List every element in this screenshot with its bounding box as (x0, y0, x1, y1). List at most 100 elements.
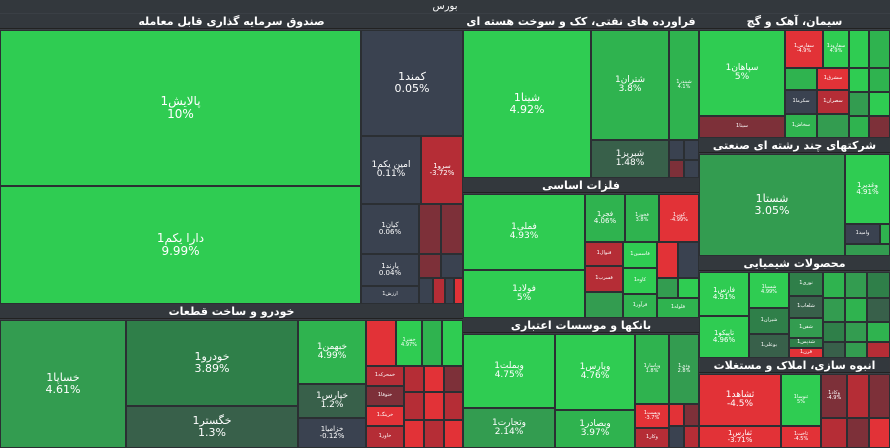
tile-khodro[interactable]: خودرو1 3.89% (126, 320, 298, 406)
tile-auto-h[interactable] (424, 392, 444, 420)
tile-khegostar[interactable]: خگستر1 1.3% (126, 406, 298, 448)
tile-auto-a[interactable] (366, 320, 396, 366)
tile-sefars[interactable]: سفارس1 -4.9% (785, 30, 823, 68)
tile-ch-a[interactable] (823, 272, 845, 298)
tile-mul-a[interactable] (880, 224, 890, 244)
tile-vaghadir[interactable]: وغدیر1 4.91% (845, 154, 890, 224)
tile-est-e[interactable] (869, 418, 890, 448)
tile-arzesh[interactable]: ارزش1 (361, 286, 419, 304)
tile-khetoka[interactable]: ختوقا1 (366, 386, 404, 406)
tile-auto-j[interactable] (404, 420, 424, 448)
tile-fund-a[interactable] (419, 204, 441, 254)
tile-ref-d[interactable] (684, 160, 699, 178)
tile-thfars[interactable]: ثفارس1 -3.71% (699, 426, 781, 448)
tile-est-c[interactable] (821, 418, 847, 448)
tile-sepahan[interactable]: سپاهان1 5% (699, 30, 785, 116)
tile-cem-a[interactable] (849, 30, 869, 68)
tile-fameli[interactable]: فملی1 4.93% (463, 194, 585, 270)
tile-shasita[interactable]: شسپا1 4.99% (749, 272, 789, 308)
tile-shebriz[interactable]: شبریز1 1.48% (591, 140, 669, 178)
tile-vakade[interactable]: وکاد1 -4.9% (821, 374, 847, 418)
tile-felovle[interactable]: فلوله1 (657, 298, 699, 318)
tile-vatejarat[interactable]: وتجارت1 2.14% (463, 408, 555, 448)
tile-palaysh[interactable]: پالایش1 10% (0, 30, 361, 186)
tile-auto-d[interactable] (404, 366, 424, 392)
tile-cem-f[interactable] (869, 68, 890, 92)
tile-cem-d[interactable] (817, 114, 849, 138)
tile-boali[interactable]: بوعلی1 (749, 334, 789, 358)
tile-sefarood[interactable]: سفارود1 4.9% (823, 30, 849, 68)
tile-cem-c[interactable] (785, 68, 817, 90)
tile-faran[interactable]: فرن1 (789, 348, 823, 358)
tile-kavir[interactable]: کویر1 -4.99% (659, 194, 699, 242)
tile-shebandar[interactable]: شبندر1 4.1% (669, 30, 699, 140)
tile-kave[interactable]: کاوه1 (623, 268, 657, 294)
tile-sesaran[interactable]: سصران1 (817, 90, 849, 114)
tile-cem-i[interactable] (849, 116, 869, 138)
tile-cem-j[interactable] (869, 116, 890, 138)
tile-fund-e[interactable] (419, 278, 433, 304)
tile-ch-i[interactable] (867, 322, 890, 342)
tile-fund-c[interactable] (419, 254, 441, 278)
tile-foulad[interactable]: فولاد1 5% (463, 270, 585, 318)
tile-met-c[interactable] (678, 242, 699, 278)
tile-khazamia[interactable]: خزامیا1 -0.12% (298, 418, 366, 448)
tile-bank-b[interactable] (684, 404, 699, 426)
tile-fajr[interactable]: فجر1 4.06% (585, 194, 625, 242)
tile-vabsader[interactable]: وبصادر1 3.97% (555, 410, 635, 448)
tile-fund-d[interactable] (441, 254, 463, 278)
tile-fenval[interactable]: فنوال1 (585, 242, 623, 266)
tile-aminykom[interactable]: امین یکم1 0.11% (361, 136, 421, 204)
tile-khepars[interactable]: خپارس1 1.2% (298, 384, 366, 418)
tile-kheb[interactable]: خبهمن1 4.99% (298, 320, 366, 384)
tile-tapiko[interactable]: تاپیکو1 4.96% (699, 316, 749, 358)
tile-ch-f[interactable] (867, 298, 890, 322)
tile-vapars[interactable]: وپارس1 4.76% (555, 334, 635, 410)
tile-shadpas[interactable]: شدپس1 (789, 338, 823, 348)
tile-ref-b[interactable] (684, 140, 699, 160)
tile-auto-l[interactable] (444, 420, 463, 448)
tile-thnosa[interactable]: ثنوسا1 5% (781, 374, 821, 426)
tile-auto-k[interactable] (424, 420, 444, 448)
tile-serow[interactable]: سرو1 -3.72% (421, 136, 463, 204)
tile-cem-g[interactable] (849, 92, 869, 116)
tile-ch-l[interactable] (867, 342, 890, 358)
tile-ch-g[interactable] (823, 322, 845, 342)
tile-cem-h[interactable] (869, 92, 890, 116)
tile-auto-e[interactable] (424, 366, 444, 392)
tile-ch-h[interactable] (845, 322, 867, 342)
tile-seita[interactable]: سیتا1 (699, 116, 785, 138)
tile-fasmin[interactable]: فاسمین1 (623, 242, 657, 268)
tile-sekhash[interactable]: سخاش1 (785, 114, 817, 138)
tile-auto-b[interactable] (422, 320, 442, 366)
tile-shina[interactable]: شینا1 4.92% (463, 30, 591, 178)
tile-ch-k[interactable] (845, 342, 867, 358)
tile-vapost[interactable]: وپست1 -3.7% (635, 404, 669, 428)
tile-ch-b[interactable] (845, 272, 867, 298)
tile-mul-b[interactable] (845, 244, 890, 256)
tile-khasapa[interactable]: خساپا1 4.61% (0, 320, 126, 448)
tile-est-d[interactable] (847, 418, 869, 448)
tile-shasta[interactable]: شستا1 3.05% (699, 154, 845, 256)
tile-cem-e[interactable] (849, 68, 869, 92)
tile-shiran[interactable]: شیران1 (749, 308, 789, 334)
tile-khamoharka[interactable]: خمحرکه1 (366, 366, 404, 386)
tile-sesharq[interactable]: سشرق1 (817, 68, 849, 90)
tile-shetran[interactable]: شتران1 3.8% (591, 30, 669, 140)
tile-kamand[interactable]: کمند1 0.05% (361, 30, 463, 136)
tile-est-a[interactable] (847, 374, 869, 418)
tile-fund-f[interactable] (433, 278, 445, 304)
tile-met-e[interactable] (678, 278, 699, 298)
tile-farse[interactable]: فارس1 4.91% (699, 272, 749, 316)
tile-shalab[interactable]: شلعاب1 (789, 296, 823, 318)
tile-auto-f[interactable] (444, 366, 463, 392)
tile-auto-c[interactable] (442, 320, 463, 366)
tile-met-b[interactable] (657, 242, 678, 278)
tile-thshahed[interactable]: ثشاهد1 -4.5% (699, 374, 781, 426)
tile-bank-d[interactable] (684, 426, 699, 448)
tile-vapasargad[interactable]: وپاسار1 1.8% (635, 334, 669, 404)
tile-ref-a[interactable] (669, 140, 684, 160)
tile-vabemelat[interactable]: وبملت1 4.75% (463, 334, 555, 408)
tile-shafan[interactable]: شفن1 (789, 318, 823, 338)
tile-ch-c[interactable] (867, 272, 890, 298)
